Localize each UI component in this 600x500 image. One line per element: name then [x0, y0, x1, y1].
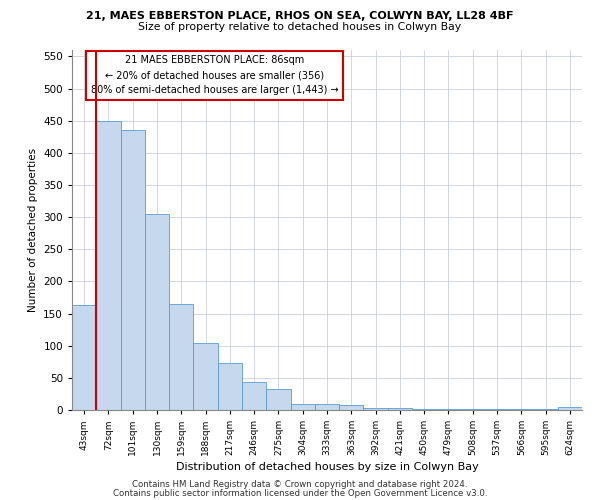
Bar: [558, 408, 582, 410]
Bar: [339, 405, 364, 410]
Text: 21 MAES EBBERSTON PLACE: 86sqm
← 20% of detached houses are smaller (356)
80% of: 21 MAES EBBERSTON PLACE: 86sqm ← 20% of …: [91, 56, 338, 95]
Bar: [72, 305, 96, 410]
Text: Contains HM Land Registry data © Crown copyright and database right 2024.: Contains HM Land Registry data © Crown c…: [132, 480, 468, 489]
Bar: [412, 408, 436, 410]
Bar: [193, 342, 218, 410]
Bar: [266, 389, 290, 410]
Bar: [242, 382, 266, 410]
Bar: [145, 214, 169, 410]
Text: Size of property relative to detached houses in Colwyn Bay: Size of property relative to detached ho…: [139, 22, 461, 32]
Y-axis label: Number of detached properties: Number of detached properties: [28, 148, 38, 312]
Bar: [315, 404, 339, 410]
Text: Contains public sector information licensed under the Open Government Licence v3: Contains public sector information licen…: [113, 488, 487, 498]
Bar: [364, 408, 388, 410]
X-axis label: Distribution of detached houses by size in Colwyn Bay: Distribution of detached houses by size …: [176, 462, 478, 472]
Bar: [96, 120, 121, 410]
Text: 21, MAES EBBERSTON PLACE, RHOS ON SEA, COLWYN BAY, LL28 4BF: 21, MAES EBBERSTON PLACE, RHOS ON SEA, C…: [86, 11, 514, 21]
Bar: [169, 304, 193, 410]
Bar: [121, 130, 145, 410]
Bar: [388, 408, 412, 410]
Bar: [290, 404, 315, 410]
Bar: [218, 363, 242, 410]
